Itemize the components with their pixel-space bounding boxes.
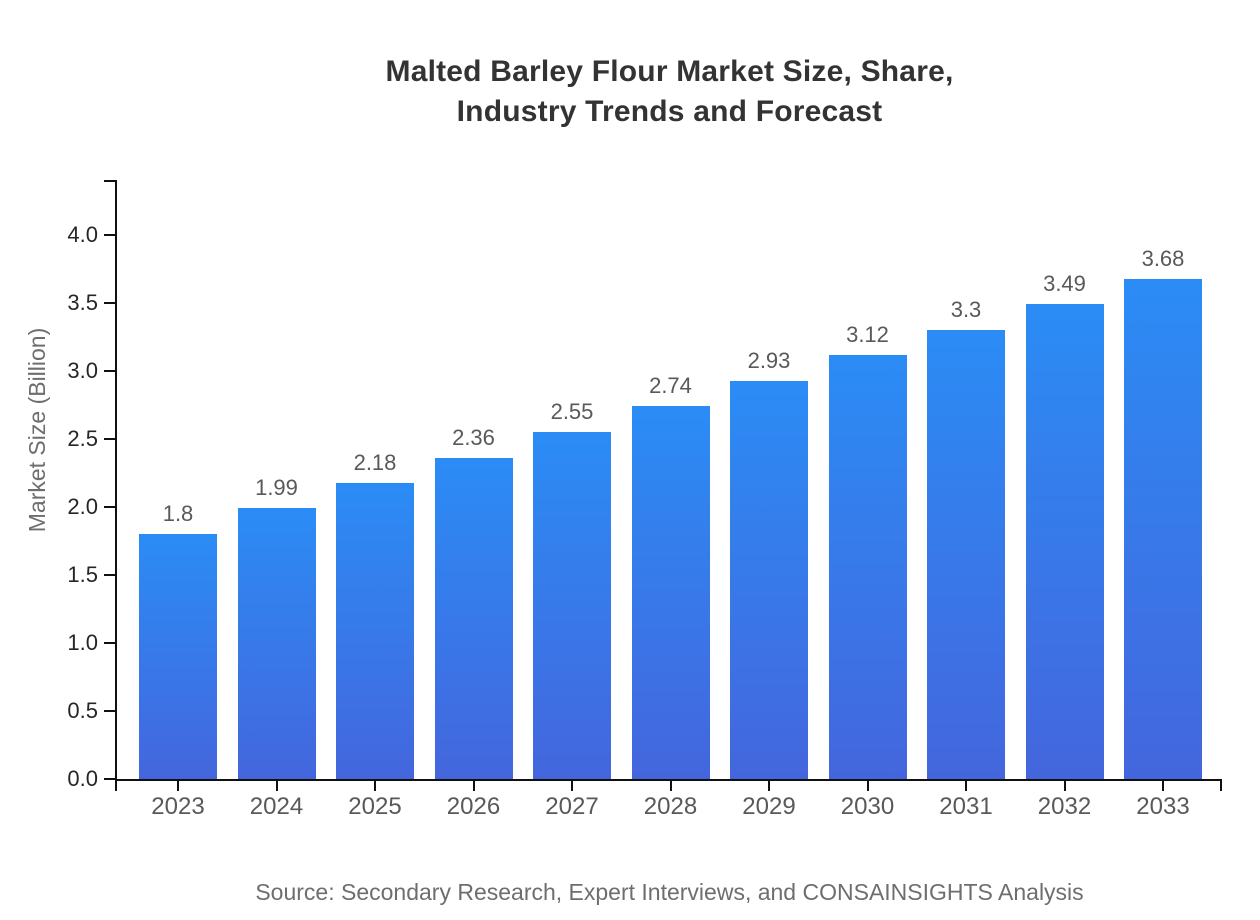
- y-axis-end-cap: [104, 180, 115, 182]
- x-axis-line: [115, 779, 1222, 781]
- x-axis-tick: [472, 781, 475, 791]
- y-axis-tick: [104, 642, 115, 644]
- x-tick-label: 2026: [446, 793, 501, 820]
- x-axis-tick: [866, 781, 869, 791]
- x-axis-end-cap: [1220, 779, 1222, 791]
- y-axis-tick: [104, 778, 115, 780]
- bar-value-label: 2.93: [747, 347, 791, 373]
- bar: [434, 458, 513, 779]
- bar: [533, 432, 611, 779]
- bar-value-label: 1.99: [255, 475, 298, 501]
- bar: [237, 508, 316, 779]
- bar: [730, 380, 808, 779]
- x-tick-label: 2024: [249, 793, 304, 820]
- x-axis-tick: [1063, 781, 1066, 791]
- chart-title-line1: Malted Barley Flour Market Size, Share,: [385, 55, 954, 88]
- y-tick-label: 4.0: [67, 222, 98, 247]
- bar: [631, 406, 710, 779]
- bar: [828, 354, 907, 779]
- y-axis-tick: [104, 438, 115, 440]
- bar-value-label: 3.12: [846, 321, 889, 347]
- x-axis-tick: [1162, 781, 1164, 791]
- y-axis-tick: [104, 710, 115, 712]
- source-note: Source: Secondary Research, Expert Inter…: [255, 879, 1084, 905]
- x-tick-label: 2027: [545, 793, 599, 820]
- x-axis-tick: [275, 781, 278, 791]
- y-tick-label: 3.0: [67, 358, 98, 383]
- bar-value-label: 3.3: [950, 297, 982, 323]
- bar-value-label: 2.18: [353, 449, 397, 475]
- bar: [927, 330, 1005, 779]
- bar: [336, 482, 414, 779]
- x-axis-tick: [374, 781, 376, 791]
- x-tick-label: 2030: [840, 793, 895, 820]
- x-tick-label: 2029: [742, 793, 796, 820]
- x-axis-tick: [768, 781, 770, 791]
- y-axis-tick: [104, 574, 115, 576]
- bar: [1025, 304, 1104, 779]
- bar: [139, 534, 217, 779]
- y-tick-label: 2.0: [67, 494, 98, 519]
- y-tick-label: 0.0: [67, 766, 98, 791]
- bar: [1124, 278, 1202, 779]
- y-axis-line: [115, 180, 117, 791]
- x-axis-tick: [669, 781, 672, 791]
- x-tick-label: 2032: [1037, 793, 1092, 820]
- bar-value-label: 3.49: [1043, 271, 1086, 297]
- bar-value-label: 2.55: [550, 399, 594, 425]
- x-axis-tick: [571, 781, 573, 791]
- bar-value-label: 2.74: [649, 373, 692, 399]
- chart-title-line2: Industry Trends and Forecast: [456, 95, 883, 128]
- x-tick-label: 2033: [1136, 793, 1190, 820]
- chart-title: Malted Barley Flour Market Size, Share, …: [117, 52, 1222, 132]
- x-axis-tick: [965, 781, 967, 791]
- y-tick-label: 2.5: [67, 426, 98, 451]
- y-tick-label: 1.0: [67, 630, 98, 655]
- y-axis-tick: [104, 302, 115, 304]
- bar-value-label: 1.8: [162, 501, 194, 527]
- y-tick-label: 0.5: [67, 698, 98, 723]
- x-tick-label: 2031: [939, 793, 993, 820]
- bar-value-label: 2.36: [452, 425, 495, 451]
- y-tick-label: 1.5: [67, 562, 98, 587]
- bar-value-label: 3.68: [1141, 245, 1185, 271]
- x-axis-tick: [177, 781, 179, 791]
- y-axis-tick: [104, 370, 115, 372]
- y-tick-label: 3.5: [67, 290, 98, 315]
- y-axis-tick: [104, 506, 115, 508]
- y-axis-tick: [104, 234, 115, 236]
- x-tick-label: 2028: [643, 793, 698, 820]
- x-tick-label: 2025: [348, 793, 402, 820]
- x-tick-label: 2023: [151, 793, 205, 820]
